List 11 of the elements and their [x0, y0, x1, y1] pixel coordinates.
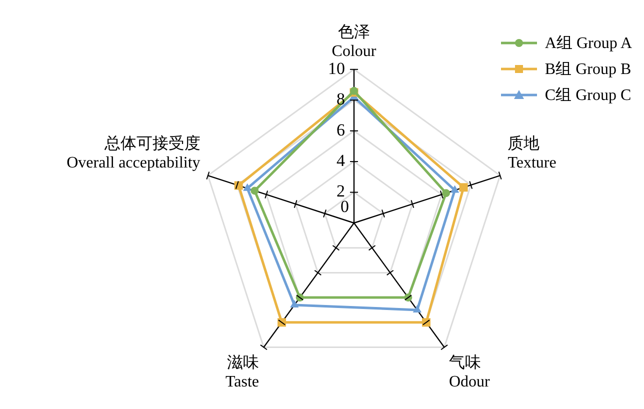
y-tick-label: 6: [336, 120, 345, 140]
spoke-label: 滋味 Taste: [225, 354, 260, 391]
spoke-label: 总体可接受度 Overall acceptability: [66, 134, 200, 172]
legend-label: A组 Group A: [544, 34, 632, 54]
y-tick-label: 10: [328, 58, 345, 78]
spoke-label: 质地 Texture: [508, 134, 556, 172]
legend-label: C组 Group C: [544, 86, 632, 106]
legend-label: B组 Group B: [544, 60, 632, 80]
spoke-label: 气味 Odour: [448, 354, 491, 391]
spoke-label: 色泽 Colour: [332, 24, 377, 60]
y-tick-label: 4: [336, 151, 346, 170]
